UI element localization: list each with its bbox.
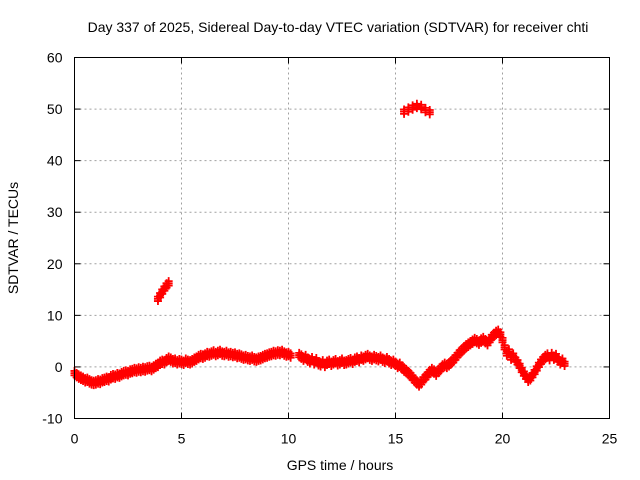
data-point: [164, 281, 173, 290]
y-tick-label: -10: [42, 411, 62, 427]
series-main: [70, 325, 569, 391]
x-tick-labels: 0 5 10 15 20 25: [71, 431, 618, 447]
plot-points: [70, 99, 569, 391]
y-axis-label: SDTVAR / TECUs: [5, 182, 21, 294]
y-tick-labels: -10 0 10 20 30 40 50 60: [42, 50, 62, 427]
data-point: [286, 353, 295, 362]
y-tick-label: 20: [47, 256, 63, 272]
x-tick-label: 5: [178, 431, 186, 447]
x-tick-label: 25: [602, 431, 618, 447]
x-tick-label: 15: [388, 431, 404, 447]
data-point: [404, 107, 413, 116]
plot-frame: [74, 57, 610, 419]
data-point: [400, 109, 409, 118]
data-point: [560, 362, 569, 371]
data-point: [425, 110, 434, 119]
data-point: [408, 105, 417, 114]
y-tick-label: 40: [47, 153, 63, 169]
x-tick-label: 0: [71, 431, 79, 447]
series-outlier-low: [153, 277, 173, 306]
y-tick-label: 50: [47, 101, 63, 117]
x-tick-label: 20: [495, 431, 511, 447]
chart-title: Day 337 of 2025, Sidereal Day-to-day VTE…: [88, 19, 589, 35]
y-tick-label: 30: [47, 204, 63, 220]
y-tick-label: 0: [55, 359, 63, 375]
x-axis-label: GPS time / hours: [287, 457, 394, 473]
data-point: [412, 104, 421, 113]
y-tick-label: 10: [47, 307, 63, 323]
series-outlier-high: [400, 99, 434, 119]
y-tick-label: 60: [47, 50, 63, 66]
x-tick-label: 10: [281, 431, 297, 447]
